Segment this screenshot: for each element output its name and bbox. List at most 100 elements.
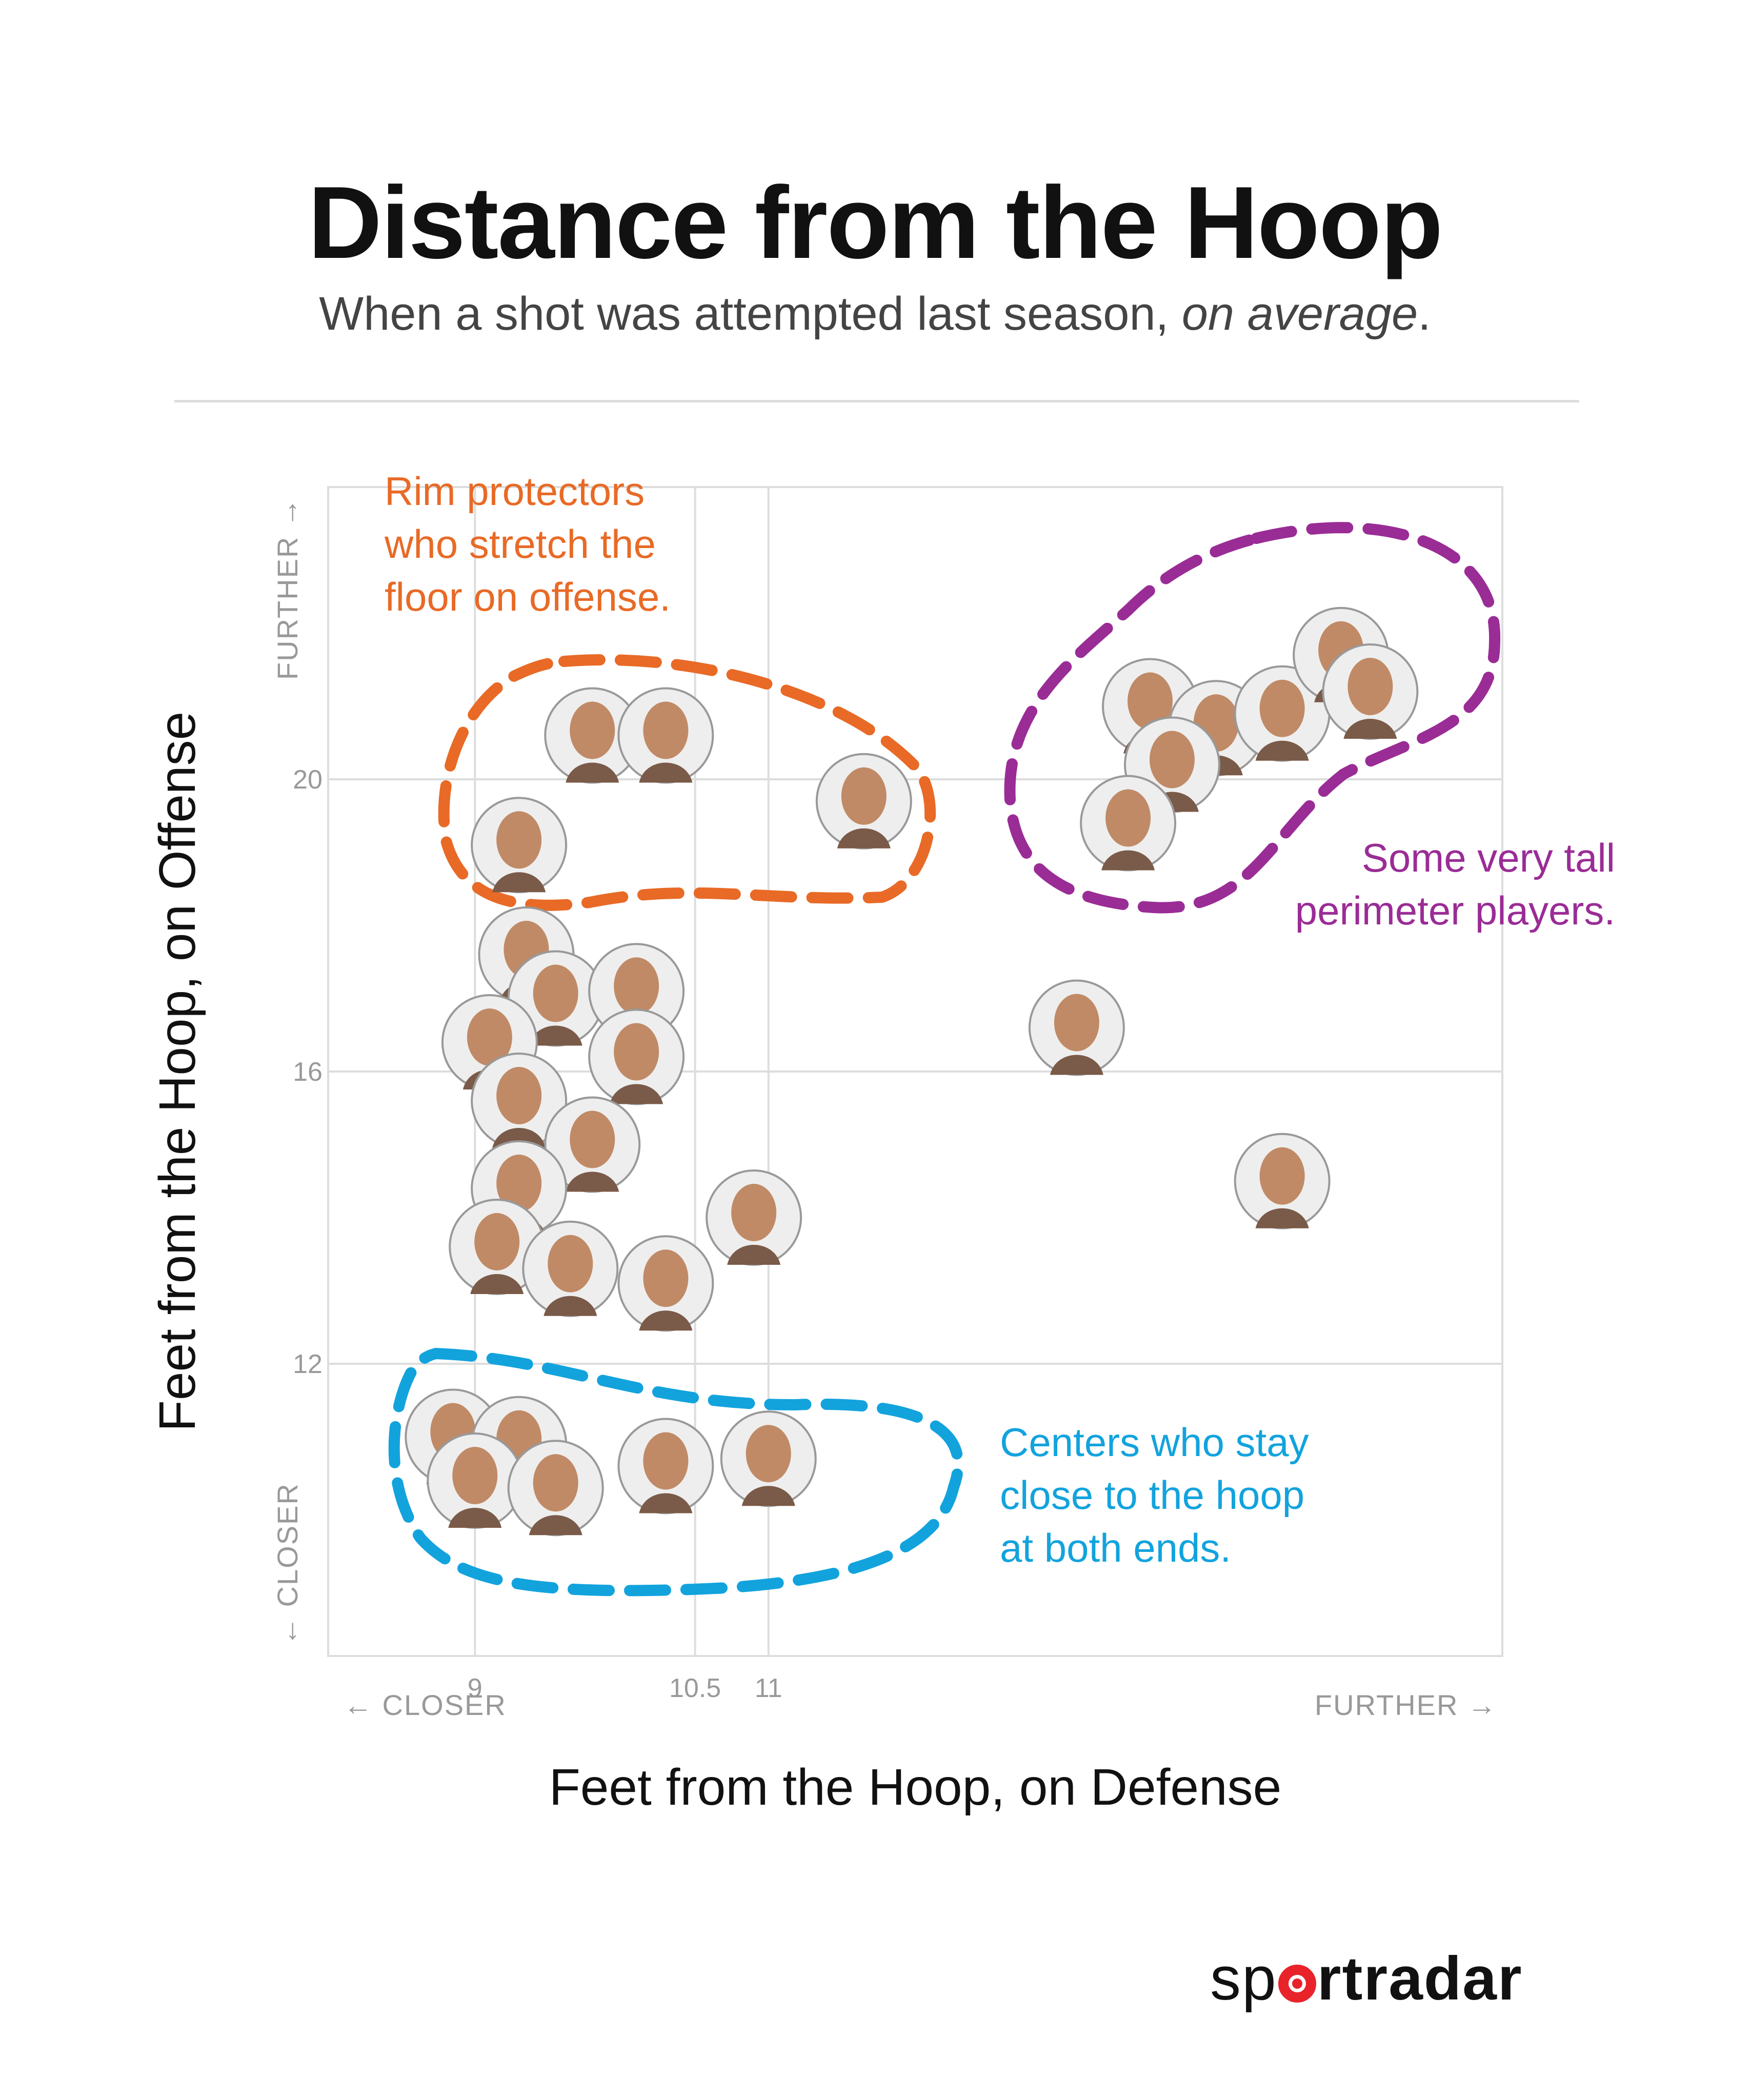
player-point	[1234, 665, 1331, 762]
annotation-line: Rim protectors	[385, 469, 645, 514]
y-closer-label: ← CLOSER	[271, 1483, 304, 1646]
player-face	[1054, 994, 1099, 1052]
rim-protectors-outline	[438, 654, 936, 911]
player-face	[643, 1432, 689, 1490]
player-point	[1234, 1133, 1331, 1229]
subtitle-text: When a shot was attempted last season,	[319, 288, 1182, 340]
logo-text-2: rt	[1317, 1944, 1364, 2013]
chart-subtitle: When a shot was attempted last season, o…	[0, 287, 1750, 341]
logo-text-3: radar	[1363, 1944, 1523, 2013]
x-tick-label: 11	[755, 1673, 782, 1703]
player-point	[471, 797, 568, 894]
subtitle-end: .	[1418, 288, 1431, 340]
tall-annotation: Some very tall perimeter players.	[1295, 835, 1615, 933]
player-shoulders	[448, 1508, 502, 1528]
sportradar-logo: sp rtradar	[1210, 1943, 1523, 2014]
tick-labels: 9 10.5 11 12 16 20	[293, 765, 782, 1703]
player-face	[1105, 789, 1151, 847]
player-point	[507, 1440, 604, 1537]
player-point	[427, 1432, 524, 1529]
x-further-label: FURTHER →	[1315, 1689, 1497, 1721]
tall-perimeter-outline	[1004, 522, 1501, 914]
scatter-chart: 9 10.5 11 12 16 20 Feet from the Hoop, on Def…	[149, 469, 1615, 1816]
player-point	[588, 1008, 685, 1105]
data-points	[405, 607, 1419, 1537]
y-tick-label: 16	[293, 1057, 323, 1087]
y-tick-label: 12	[293, 1349, 323, 1379]
player-shoulders	[1255, 1208, 1309, 1228]
y-tick-label: 20	[293, 765, 323, 795]
rim-annotation: Rim protectors who stretch the floor on of…	[384, 469, 671, 619]
player-point	[544, 1096, 641, 1193]
player-face	[1347, 658, 1393, 715]
player-face	[643, 701, 689, 759]
player-shoulders	[470, 1274, 524, 1294]
player-shoulders	[639, 1493, 693, 1513]
player-face	[533, 1454, 578, 1512]
player-face	[548, 1235, 593, 1293]
player-shoulders	[529, 1025, 582, 1046]
player-shoulders	[529, 1515, 582, 1536]
player-shoulders	[566, 762, 619, 783]
player-point	[544, 687, 641, 784]
title-divider	[174, 400, 1579, 402]
centers-annotation: Centers who stay close to the hoop at both…	[1000, 1420, 1309, 1570]
y-axis-title: Feet from the Hoop, on Offense	[149, 712, 206, 1432]
axis-labels: Feet from the Hoop, on Defense Feet from …	[149, 497, 1497, 1816]
player-point	[1080, 775, 1177, 872]
y-further-label: FURTHER →	[271, 497, 304, 680]
player-face	[1259, 679, 1305, 737]
player-point	[617, 687, 714, 784]
player-point	[1322, 643, 1419, 740]
player-point	[617, 1418, 714, 1515]
player-face	[496, 811, 542, 869]
player-face	[841, 767, 887, 825]
annotation-line: Centers who stay	[1000, 1420, 1309, 1465]
annotation-line: at both ends.	[1000, 1525, 1231, 1570]
player-face	[746, 1425, 791, 1483]
player-face	[533, 964, 578, 1022]
player-shoulders	[1255, 740, 1309, 761]
player-face	[731, 1184, 777, 1241]
logo-circle-icon	[1278, 1965, 1316, 2003]
player-face	[496, 1067, 542, 1124]
annotation-line: who stretch the	[384, 521, 656, 567]
player-shoulders	[566, 1172, 619, 1192]
player-shoulders	[544, 1296, 597, 1316]
logo-text-1: sp	[1210, 1944, 1277, 2013]
player-shoulders	[1343, 719, 1397, 739]
group-outlines	[388, 522, 1501, 1597]
player-face	[614, 1023, 659, 1081]
x-axis-title: Feet from the Hoop, on Defense	[549, 1759, 1282, 1816]
player-point	[720, 1410, 817, 1507]
annotation-line: close to the hoop	[1000, 1472, 1304, 1518]
centers-outline	[388, 1347, 964, 1597]
x-tick-label: 9	[468, 1673, 482, 1703]
annotation-line: floor on offense.	[385, 574, 671, 619]
player-shoulders	[741, 1486, 795, 1506]
chart-title: Distance from the Hoop	[308, 166, 1443, 280]
player-face	[1128, 672, 1173, 730]
player-face	[570, 701, 615, 759]
player-shoulders	[837, 828, 891, 849]
player-point	[617, 1235, 714, 1332]
player-face	[1149, 731, 1195, 789]
annotation-line: perimeter players.	[1295, 888, 1615, 933]
player-face	[496, 1155, 542, 1212]
subtitle-emphasis: on average	[1181, 288, 1418, 340]
player-face	[643, 1249, 689, 1307]
player-shoulders	[639, 762, 693, 783]
player-shoulders	[727, 1245, 781, 1265]
player-point	[1028, 979, 1125, 1076]
player-face	[467, 1008, 512, 1066]
player-shoulders	[610, 1084, 663, 1104]
player-face	[614, 957, 659, 1015]
player-face	[452, 1447, 498, 1504]
player-face	[474, 1213, 520, 1270]
player-point	[522, 1220, 619, 1317]
annotation-line: Some very tall	[1362, 835, 1615, 880]
player-point	[706, 1169, 802, 1266]
player-face	[1259, 1147, 1305, 1205]
player-face	[570, 1110, 615, 1168]
player-shoulders	[639, 1310, 693, 1331]
